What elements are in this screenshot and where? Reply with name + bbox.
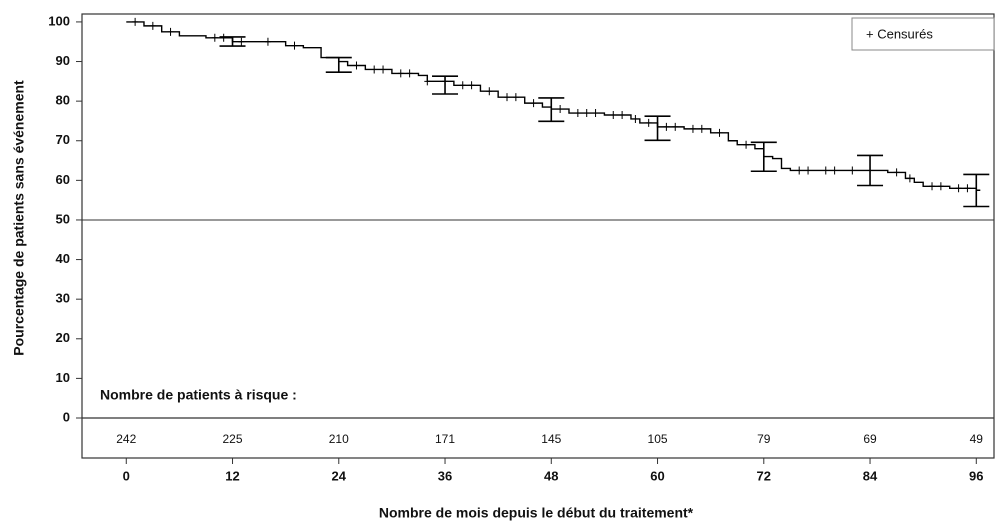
x-tick-label: 60 [650, 468, 664, 483]
risk-count: 171 [435, 432, 455, 446]
y-tick-label: 90 [56, 53, 70, 68]
censor-mark [698, 124, 705, 133]
censor-mark [955, 184, 962, 193]
risk-count: 242 [116, 432, 136, 446]
censor-mark [663, 122, 670, 131]
confidence-interval [644, 115, 671, 142]
censor-mark [937, 182, 944, 191]
censor-mark [486, 87, 493, 96]
censor-mark [504, 93, 511, 102]
x-tick-label: 84 [863, 468, 878, 483]
censor-mark [264, 37, 271, 46]
censor-mark [796, 166, 803, 175]
risk-count: 225 [223, 432, 243, 446]
y-tick-label: 100 [48, 13, 70, 28]
y-tick-label: 40 [56, 251, 70, 266]
risk-count: 69 [863, 432, 877, 446]
censor-mark [592, 109, 599, 118]
risk-count: 79 [757, 432, 771, 446]
censor-mark [743, 140, 750, 149]
censor-mark [406, 69, 413, 78]
confidence-interval [963, 173, 990, 208]
censor-mark [353, 61, 360, 70]
confidence-interval [432, 75, 459, 95]
risk-label: Nombre de patients à risque : [100, 387, 297, 403]
x-tick-label: 96 [969, 468, 983, 483]
censor-mark [645, 118, 652, 127]
confidence-interval [857, 154, 884, 187]
y-tick-label: 80 [56, 93, 70, 108]
confidence-interval [750, 141, 777, 173]
y-tick-label: 20 [56, 330, 70, 345]
censor-mark [424, 77, 431, 86]
censor-mark [468, 81, 475, 90]
censor-mark [893, 168, 900, 177]
censor-mark [849, 166, 856, 175]
censor-mark [583, 109, 590, 118]
risk-count: 105 [648, 432, 668, 446]
censor-mark [831, 166, 838, 175]
x-axis-title: Nombre de mois depuis le début du traite… [379, 505, 694, 521]
x-tick-label: 48 [544, 468, 558, 483]
censor-mark [557, 105, 564, 114]
censor-mark [716, 128, 723, 137]
censor-mark [371, 65, 378, 74]
confidence-interval [219, 36, 246, 47]
censor-mark [291, 41, 298, 50]
censor-mark [397, 69, 404, 78]
y-tick-label: 60 [56, 172, 70, 187]
censor-mark [964, 184, 971, 193]
censor-mark [610, 111, 617, 119]
censor-mark [574, 109, 581, 118]
censor-mark [689, 124, 696, 133]
censor-mark [822, 166, 829, 175]
censor-mark [238, 37, 245, 46]
censor-mark [805, 166, 812, 175]
legend-box [851, 17, 995, 51]
y-tick-label: 50 [56, 211, 70, 226]
risk-count: 145 [541, 432, 561, 446]
legend-label: + Censurés [866, 26, 933, 41]
censor-mark [167, 27, 174, 36]
censor-mark [632, 114, 639, 123]
censor-mark [530, 99, 537, 108]
censor-mark [149, 21, 156, 30]
x-tick-label: 72 [757, 468, 771, 483]
x-tick-label: 0 [123, 468, 130, 483]
censor-mark [672, 122, 679, 131]
censor-mark [211, 33, 218, 42]
censor-mark [619, 111, 626, 119]
risk-count: 49 [970, 432, 984, 446]
censor-mark [929, 182, 936, 191]
confidence-interval [325, 56, 352, 74]
risk-count: 210 [329, 432, 349, 446]
confidence-interval [538, 97, 565, 123]
y-tick-label: 10 [56, 370, 70, 385]
censor-mark [132, 17, 139, 26]
x-tick-label: 36 [438, 468, 452, 483]
censor-mark [459, 81, 466, 90]
censor-mark [906, 174, 913, 183]
x-tick-label: 24 [332, 468, 347, 483]
x-tick-label: 12 [225, 468, 239, 483]
y-tick-label: 70 [56, 132, 70, 147]
censor-mark [380, 65, 387, 74]
y-tick-label: 0 [63, 409, 70, 424]
y-tick-label: 30 [56, 291, 70, 306]
y-axis-title: Pourcentage de patients sans événement [11, 80, 27, 356]
plot-frame [81, 13, 995, 459]
censor-mark [512, 93, 519, 102]
